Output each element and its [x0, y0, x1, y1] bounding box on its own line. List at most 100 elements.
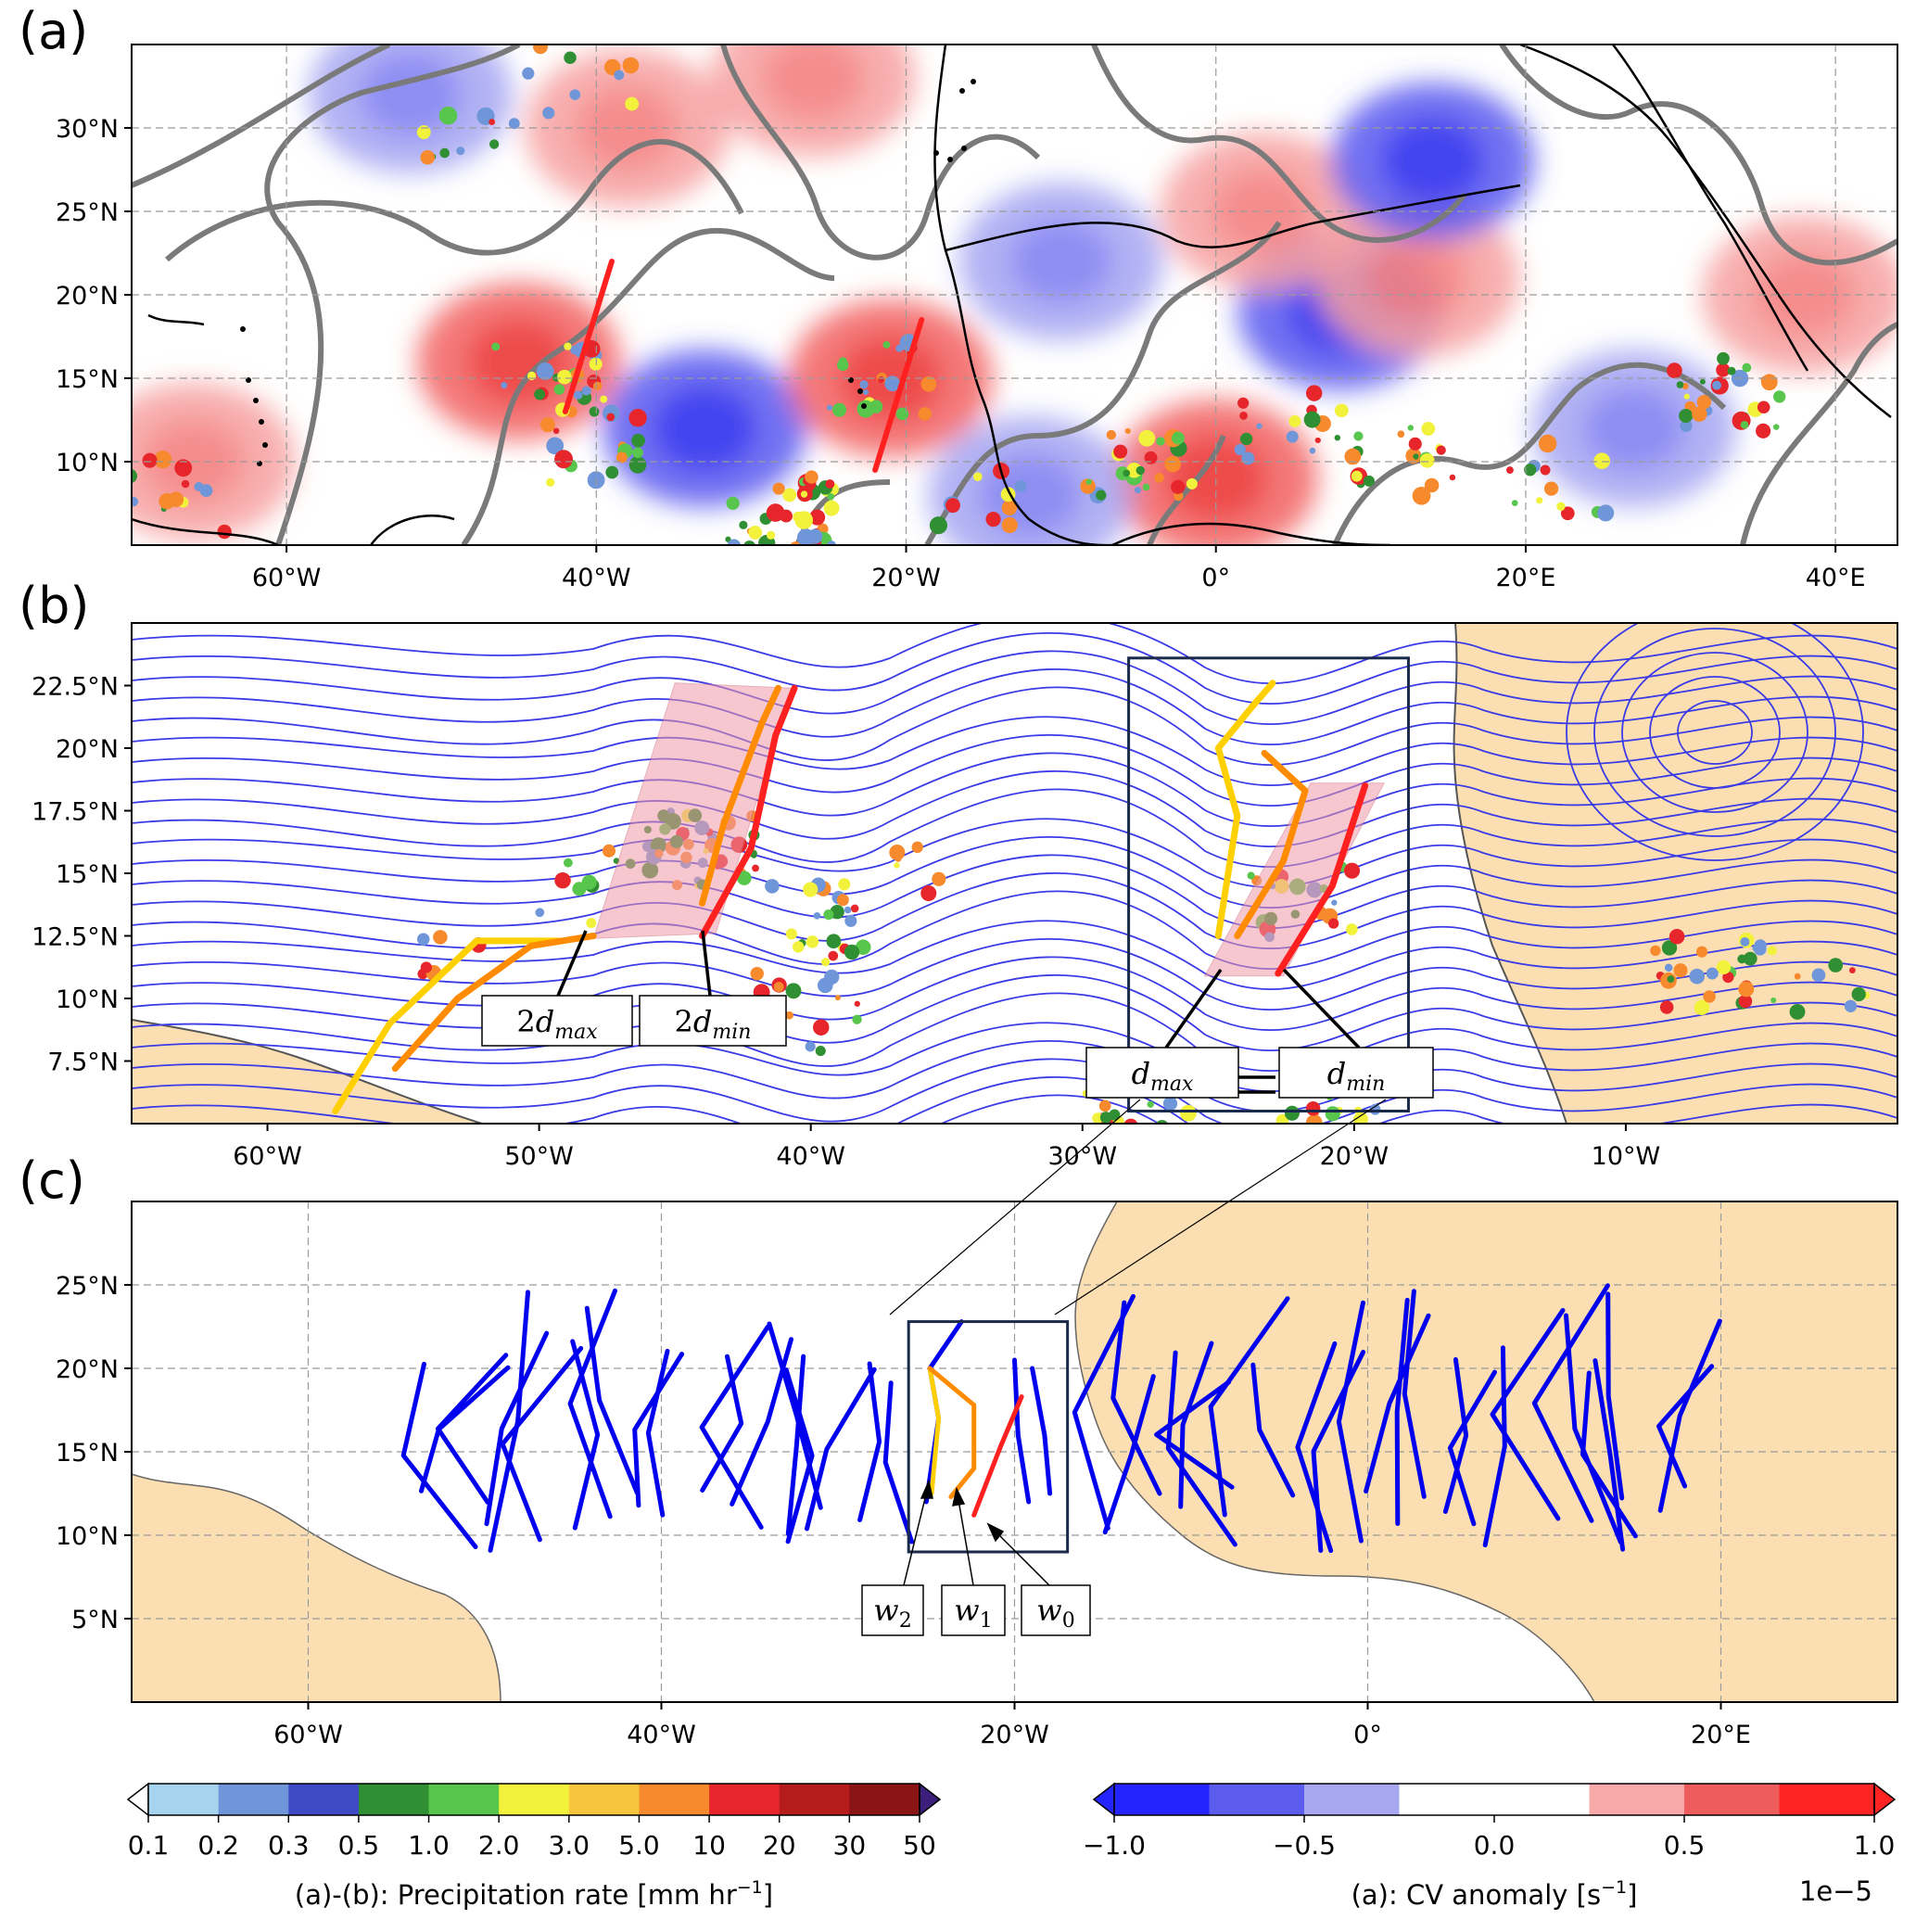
wave-trough-track: [500, 1345, 584, 1543]
precip-cell: [1346, 923, 1358, 935]
wave-trough-track: [436, 1353, 509, 1505]
precip-cell: [522, 67, 535, 80]
w0-sub: 0: [1062, 1609, 1075, 1633]
cv-colorbar-label: (a): CV anomaly [s−1]: [1351, 1877, 1638, 1911]
precip-cell: [807, 528, 823, 544]
precip-cell: [1694, 999, 1710, 1016]
precip-cell: [1353, 1112, 1368, 1124]
precip-cell: [142, 452, 158, 468]
colorbar-segment: [779, 1784, 850, 1815]
wave-trough-track: [783, 1367, 815, 1544]
precip-cell: [1740, 420, 1749, 429]
panel-c-frame: [131, 1201, 1898, 1703]
precip-cell: [581, 874, 597, 890]
colorbar-tick-label: 0.0: [1474, 1830, 1516, 1861]
precip-cell: [1689, 968, 1706, 985]
precip-cell: [1449, 474, 1456, 481]
precip-cell: [805, 1041, 816, 1052]
wave-trough-track: [1531, 1283, 1610, 1523]
precip-cell: [508, 118, 520, 130]
precip-cell: [586, 918, 597, 929]
precip-cell: [1703, 990, 1716, 1003]
precip-cell: [1524, 464, 1537, 477]
precip-cell: [159, 492, 175, 510]
precip-cell: [1305, 385, 1323, 401]
precip-cell: [1234, 443, 1246, 456]
precip-cell: [884, 375, 901, 392]
precip-cell: [739, 520, 748, 529]
precip-cell: [1752, 944, 1760, 952]
w2-sub: 2: [899, 1609, 912, 1633]
precip-cell: [1171, 479, 1186, 494]
ann-2dmin-coef: 2: [675, 1004, 693, 1039]
precip-label-sup: −1: [737, 1877, 763, 1898]
lat-tick-label: 15°N: [56, 860, 119, 889]
precip-cell: [1305, 1100, 1321, 1116]
colorbar-tick-label: 50: [903, 1830, 936, 1861]
precip-cell: [932, 871, 946, 886]
cv-anomaly-core: [1365, 236, 1468, 320]
precip-cell: [546, 437, 565, 455]
wave-trough-track: [1208, 1296, 1290, 1518]
colorbar-tick-label: 1.0: [408, 1830, 450, 1861]
precip-cell: [1506, 466, 1514, 475]
precip-cell: [564, 342, 572, 350]
precip-label-prefix: (a)-(b): Precipitation rate [mm hr: [295, 1879, 737, 1911]
precip-cell: [895, 407, 909, 421]
lat-tick-label: 22.5°N: [32, 673, 119, 702]
colorbar-segment: [1494, 1784, 1590, 1815]
streamline: [132, 733, 1897, 807]
wave-trough-track: [567, 1288, 617, 1519]
colorbar-segment: [639, 1784, 710, 1815]
precip-cell: [1844, 999, 1858, 1012]
lat-tick-label: 20°N: [56, 1355, 119, 1384]
precip-cell: [1743, 951, 1757, 966]
precip-cell: [1186, 477, 1198, 489]
wave-trough-track: [1336, 1300, 1365, 1544]
precip-cell: [772, 482, 785, 495]
colorbar-tick-label: 2.0: [478, 1830, 520, 1861]
analysis-box: [1127, 656, 1410, 1112]
precip-cell: [1110, 1128, 1118, 1136]
ann-dmin-sub: min: [1346, 1073, 1385, 1096]
precip-cell: [1413, 453, 1419, 460]
precip-cell: [1344, 448, 1362, 465]
streamline: [132, 770, 1897, 848]
ann-2dmax-sub: max: [554, 1021, 598, 1044]
lon-tick-label: 60°W: [273, 1721, 343, 1749]
streamline: [132, 818, 1897, 889]
precip-cell: [850, 904, 859, 913]
panel-b-frame: [131, 622, 1898, 1125]
precip-cell: [1284, 1105, 1300, 1121]
precip-cell: [1738, 981, 1755, 998]
precip-cell: [1661, 940, 1678, 956]
cv-anomaly-core: [1381, 120, 1484, 203]
streamline: [132, 1022, 1897, 1093]
svg-text:w1: w1: [954, 1593, 992, 1633]
streamline-gyre: [1677, 700, 1753, 765]
precip-cell: [785, 928, 797, 940]
precip-cell: [1099, 1112, 1112, 1124]
precip-cell: [489, 119, 496, 126]
lat-tick-label: 12.5°N: [32, 923, 119, 952]
precip-cell: [589, 406, 600, 417]
cv-anomaly-core: [1009, 220, 1112, 303]
wave-trough-track: [1102, 1374, 1156, 1535]
precip-cell: [826, 404, 833, 411]
precip-cell: [785, 1010, 793, 1020]
precip-cell: [181, 479, 190, 489]
precip-cell: [1154, 473, 1164, 483]
lon-tick-label: 0°: [1201, 564, 1230, 592]
precip-cell: [132, 468, 138, 484]
streamline: [132, 1058, 1897, 1124]
precipitation-cells: [417, 807, 1871, 1136]
precip-cell: [416, 125, 431, 140]
streamline: [132, 992, 1897, 1073]
annotation-dmax: dmax: [1085, 1047, 1239, 1099]
analysis-box-rect: [907, 1320, 1070, 1554]
cv-label-prefix: (a): CV anomaly [s: [1351, 1879, 1601, 1911]
precip-cell: [1363, 475, 1375, 487]
lat-tick-label: 15°N: [56, 1439, 119, 1468]
streamline: [132, 1039, 1897, 1113]
